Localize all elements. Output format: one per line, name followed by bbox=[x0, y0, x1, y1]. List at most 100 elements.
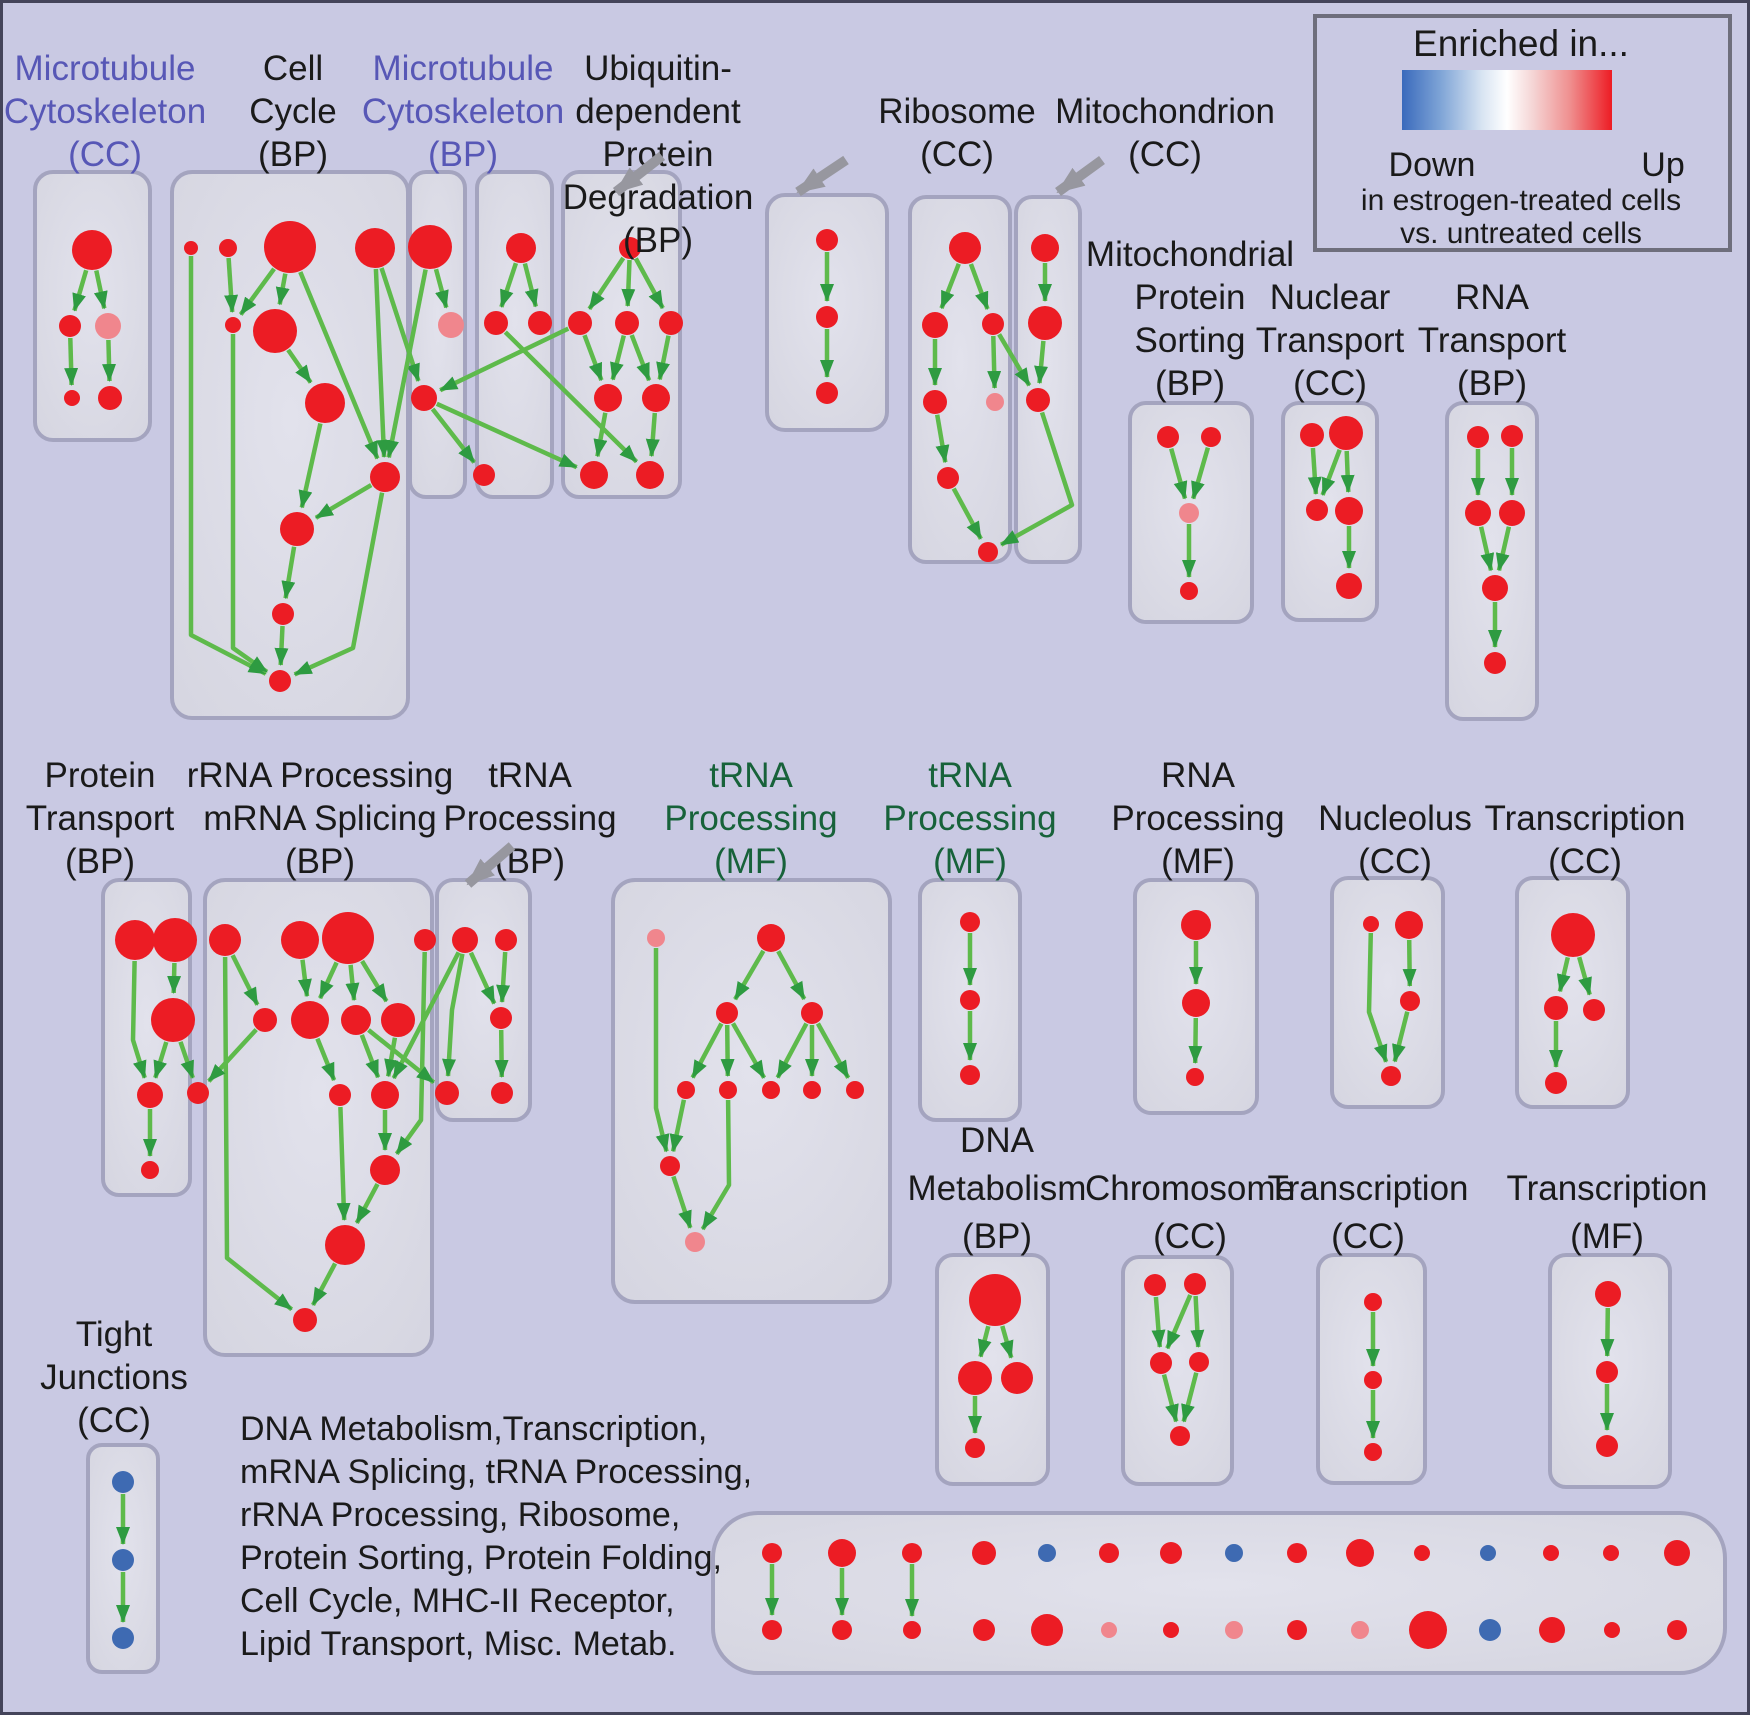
cluster-label-protein-transport: Transport bbox=[26, 799, 175, 838]
edge-arrow bbox=[997, 333, 1032, 387]
go-term-node bbox=[982, 313, 1004, 335]
go-term-node bbox=[615, 311, 639, 335]
go-term-node bbox=[219, 239, 237, 257]
go-term-node bbox=[1225, 1621, 1243, 1639]
edge-arrow bbox=[610, 335, 626, 381]
cluster-label-mitochondrion: Mitochondrion bbox=[1055, 92, 1275, 131]
edge-arrow bbox=[379, 267, 421, 382]
go-term-node bbox=[1225, 1544, 1243, 1562]
edge-arrow bbox=[385, 269, 428, 459]
edge-arrow bbox=[178, 1041, 195, 1079]
go-term-node bbox=[1181, 910, 1211, 940]
cluster-label-rrna: (BP) bbox=[285, 842, 355, 881]
edge-arrow bbox=[645, 412, 660, 458]
edge-arrow bbox=[315, 1037, 337, 1082]
edge-arrow bbox=[433, 268, 449, 309]
go-term-node bbox=[1144, 1274, 1166, 1296]
cluster-label-trna-mf-a: (MF) bbox=[714, 842, 788, 881]
misc-terms-text: DNA Metabolism,Transcription, bbox=[240, 1410, 707, 1448]
edge-arrow bbox=[224, 257, 239, 313]
go-term-node bbox=[1180, 582, 1198, 600]
go-term-node bbox=[98, 386, 122, 410]
go-term-node bbox=[1346, 1539, 1374, 1567]
cluster-label-nuclear-transport: Transport bbox=[1256, 321, 1405, 360]
edge-arrow bbox=[633, 257, 665, 310]
legend-subtitle-1: in estrogen-treated cells bbox=[1361, 184, 1681, 217]
go-term-node bbox=[115, 920, 155, 960]
cluster-label-tight-junctions: Tight bbox=[76, 1315, 153, 1354]
go-term-node bbox=[659, 311, 683, 335]
go-term-node bbox=[151, 998, 195, 1042]
cluster-label-rna-proc-mf: RNA bbox=[1161, 756, 1236, 795]
cluster-box-transcription-cc-b bbox=[1316, 1253, 1427, 1485]
cluster-label-trna-mf-a: tRNA bbox=[709, 756, 793, 795]
edge-arrow bbox=[503, 330, 639, 464]
go-term-node bbox=[1351, 1621, 1369, 1639]
go-term-node bbox=[281, 921, 319, 959]
edge-arrow bbox=[496, 951, 511, 1003]
cluster-label-nucleolus: Nucleolus bbox=[1318, 799, 1472, 838]
go-term-node bbox=[719, 1081, 737, 1099]
go-term-node bbox=[716, 1002, 738, 1024]
edge-arrow bbox=[934, 414, 950, 464]
edge-arrow bbox=[522, 262, 539, 308]
go-term-node bbox=[1551, 913, 1595, 957]
go-term-node bbox=[1287, 1620, 1307, 1640]
edge-arrow bbox=[1577, 956, 1592, 996]
edge-arrow bbox=[1402, 939, 1417, 987]
go-term-node bbox=[580, 461, 608, 489]
go-term-node bbox=[269, 670, 291, 692]
go-term-node bbox=[112, 1549, 134, 1571]
edge-arrow bbox=[587, 256, 626, 311]
go-term-node bbox=[325, 1225, 365, 1265]
edge-arrow bbox=[951, 487, 983, 540]
go-term-node bbox=[506, 233, 536, 263]
edge-arrow bbox=[314, 483, 373, 520]
misc-terms-text: mRNA Splicing, tRNA Processing, bbox=[240, 1453, 752, 1491]
go-term-node bbox=[1364, 1293, 1382, 1311]
go-term-node bbox=[660, 1156, 680, 1176]
go-term-node bbox=[59, 315, 81, 337]
misc-terms-text: Cell Cycle, MHC-II Receptor, bbox=[240, 1582, 675, 1620]
go-term-node bbox=[1186, 1068, 1204, 1086]
go-term-node bbox=[438, 312, 464, 338]
edge-arrow bbox=[298, 423, 323, 509]
go-term-node bbox=[922, 312, 948, 338]
annotation-arrow-icon bbox=[1055, 155, 1105, 197]
go-term-node bbox=[1179, 503, 1199, 523]
go-term-node bbox=[978, 542, 998, 562]
go-term-node bbox=[816, 306, 838, 328]
edge-arrow bbox=[130, 960, 147, 1079]
go-term-node bbox=[153, 918, 197, 962]
go-term-node bbox=[1479, 1619, 1501, 1641]
go-term-node bbox=[1583, 999, 1605, 1021]
go-term-node bbox=[329, 1084, 351, 1106]
go-term-node bbox=[371, 1081, 399, 1109]
cluster-box-transcription-cc-a bbox=[1515, 876, 1630, 1109]
go-term-node bbox=[1363, 916, 1379, 932]
cluster-label-nuclear-transport: Nuclear bbox=[1270, 278, 1391, 317]
go-term-node bbox=[1545, 1072, 1567, 1094]
annotation-arrow-icon bbox=[464, 842, 516, 888]
go-term-node bbox=[253, 309, 297, 353]
go-term-node bbox=[762, 1620, 782, 1640]
edge-arrow bbox=[1165, 1294, 1193, 1350]
go-term-node bbox=[594, 384, 622, 412]
go-term-node bbox=[832, 1620, 852, 1640]
edge-arrow bbox=[621, 259, 636, 307]
go-term-node bbox=[495, 929, 517, 951]
go-term-node bbox=[1038, 1544, 1056, 1562]
go-term-node bbox=[490, 1007, 512, 1029]
cluster-box-rrna bbox=[203, 878, 434, 1357]
cluster-label-rna-proc-mf: Processing bbox=[1111, 799, 1284, 838]
go-term-node bbox=[370, 462, 400, 492]
go-term-node bbox=[187, 1082, 209, 1104]
go-term-node bbox=[112, 1471, 134, 1493]
edge-arrow bbox=[593, 412, 608, 458]
cluster-label-mito-sorting: Mitochondrial bbox=[1086, 235, 1294, 274]
misc-terms-text: Protein Sorting, Protein Folding, bbox=[240, 1539, 722, 1577]
go-term-node bbox=[1031, 234, 1059, 262]
go-term-node bbox=[411, 385, 437, 411]
